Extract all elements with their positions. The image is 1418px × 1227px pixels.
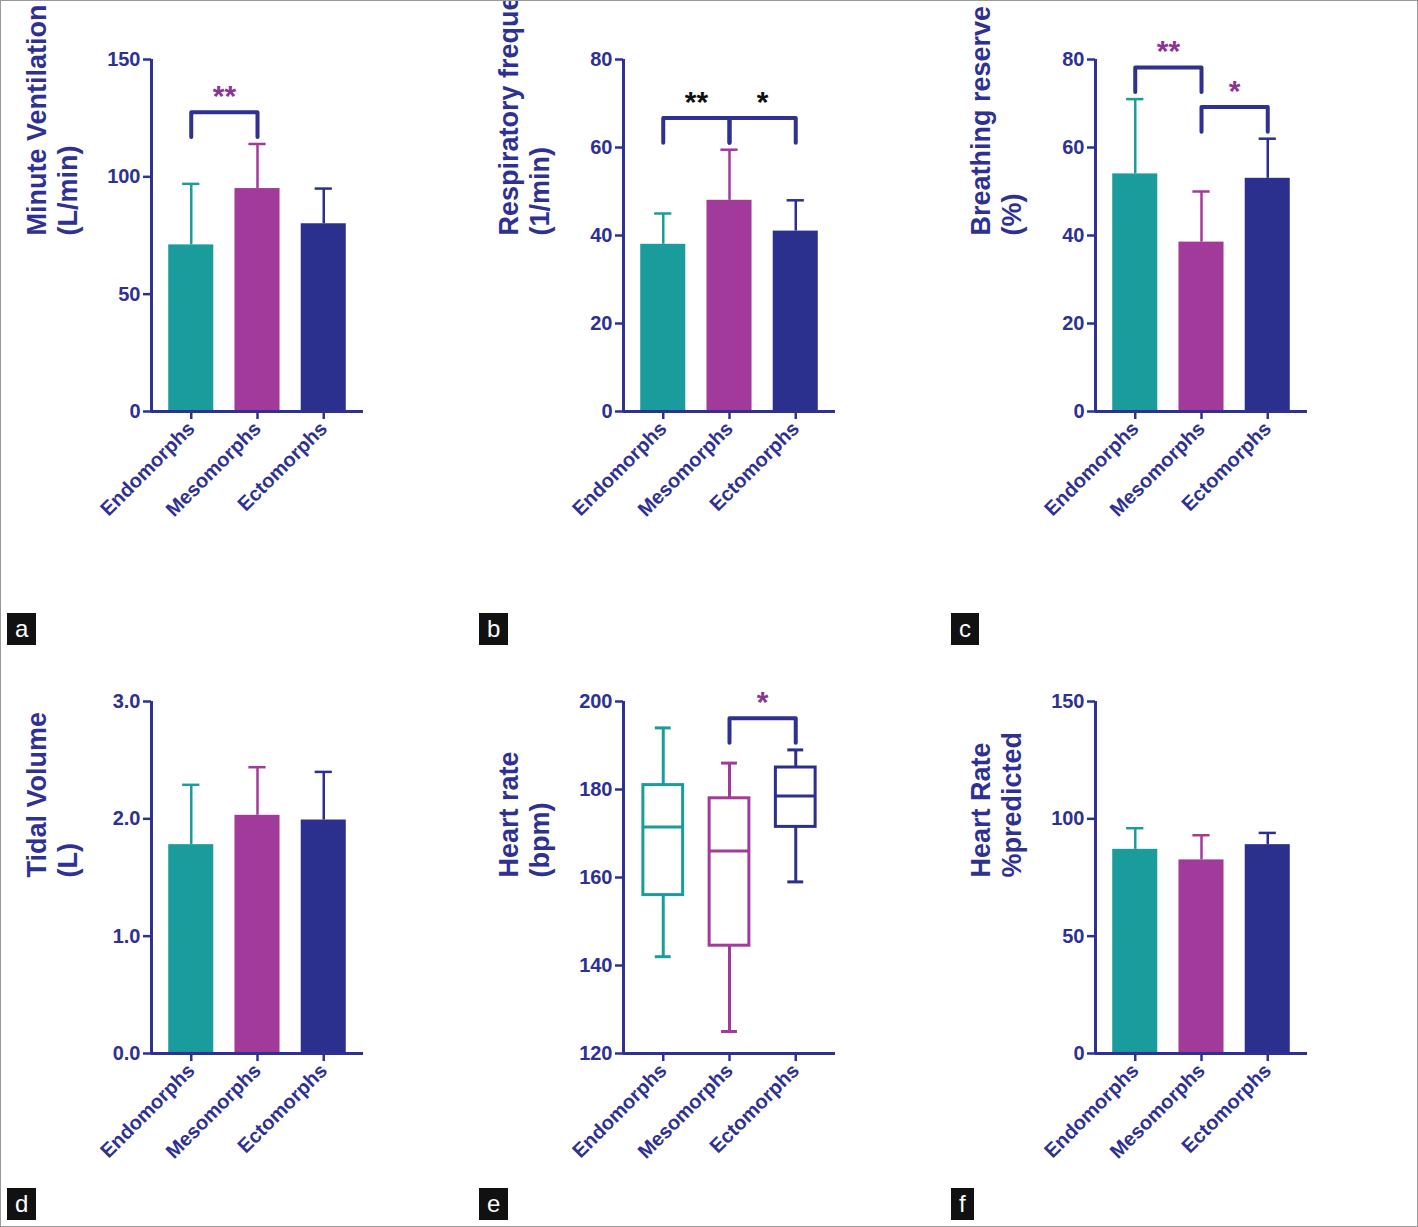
svg-text:0: 0	[129, 400, 140, 422]
svg-text:80: 80	[590, 48, 612, 70]
html-text:f: f	[959, 1190, 966, 1217]
svg-text:180: 180	[579, 778, 612, 800]
svg-text:Ectomorphs: Ectomorphs	[1177, 1059, 1275, 1157]
svg-text:0: 0	[1073, 1042, 1084, 1064]
svg-text:Mesomorphs: Mesomorphs	[1105, 1059, 1209, 1163]
svg-text:Ectomorphs: Ectomorphs	[705, 417, 803, 515]
svg-text:Endomorphs: Endomorphs	[95, 1059, 199, 1162]
svg-text:Endomorphs: Endomorphs	[567, 417, 671, 520]
svg-text:100: 100	[107, 165, 140, 187]
svg-text:160: 160	[579, 866, 612, 888]
svg-text:0: 0	[601, 400, 612, 422]
html-text:c: c	[959, 615, 971, 642]
svg-text:Minute Ventilation(L/min): Minute Ventilation(L/min)	[22, 4, 83, 235]
html-text:d: d	[15, 1190, 29, 1217]
svg-text:*: *	[757, 685, 769, 718]
svg-text:Heart rate(bpm): Heart rate(bpm)	[494, 751, 555, 877]
svg-text:80: 80	[1062, 48, 1084, 70]
svg-text:Mesomorphs: Mesomorphs	[633, 1059, 737, 1163]
svg-text:Endomorphs: Endomorphs	[567, 1059, 671, 1162]
svg-text:140: 140	[579, 954, 612, 976]
svg-text:40: 40	[590, 224, 612, 246]
svg-text:0.0: 0.0	[113, 1042, 141, 1064]
svg-text:150: 150	[107, 48, 140, 70]
svg-text:Ectomorphs: Ectomorphs	[705, 1059, 803, 1157]
html-text:b: b	[487, 615, 501, 642]
svg-text:40: 40	[1062, 224, 1084, 246]
svg-text:Mesomorphs: Mesomorphs	[161, 417, 265, 521]
svg-text:**: **	[685, 85, 709, 118]
svg-text:Ectomorphs: Ectomorphs	[233, 1059, 331, 1157]
svg-text:50: 50	[118, 283, 140, 305]
svg-text:120: 120	[579, 1042, 612, 1064]
svg-text:**: **	[213, 79, 237, 112]
svg-text:Mesomorphs: Mesomorphs	[1105, 417, 1209, 521]
svg-text:2.0: 2.0	[113, 807, 141, 829]
svg-text:50: 50	[1062, 925, 1084, 947]
svg-text:150: 150	[1051, 690, 1084, 712]
svg-text:200: 200	[579, 690, 612, 712]
svg-text:Endomorphs: Endomorphs	[1039, 417, 1143, 520]
svg-text:20: 20	[590, 312, 612, 334]
svg-text:Breathing reserve(%): Breathing reserve(%)	[966, 6, 1027, 236]
svg-text:100: 100	[1051, 807, 1084, 829]
svg-text:Endomorphs: Endomorphs	[95, 417, 199, 520]
html-text:a: a	[15, 615, 29, 642]
svg-text:Ectomorphs: Ectomorphs	[1177, 417, 1275, 515]
svg-text:Tidal Volume(L): Tidal Volume(L)	[22, 712, 83, 878]
svg-text:60: 60	[590, 136, 612, 158]
svg-text:Respiratory frequency(1/min): Respiratory frequency(1/min)	[494, 1, 555, 236]
svg-text:0: 0	[1073, 400, 1084, 422]
svg-text:**: **	[1157, 34, 1181, 67]
html-text:e: e	[487, 1190, 501, 1217]
svg-text:*: *	[757, 85, 769, 118]
svg-text:Endomorphs: Endomorphs	[1039, 1059, 1143, 1162]
svg-text:3.0: 3.0	[113, 690, 141, 712]
svg-text:20: 20	[1062, 312, 1084, 334]
svg-text:Mesomorphs: Mesomorphs	[633, 417, 737, 521]
svg-text:Heart Rate%predicted: Heart Rate%predicted	[966, 732, 1027, 878]
svg-text:Mesomorphs: Mesomorphs	[161, 1059, 265, 1163]
svg-text:1.0: 1.0	[113, 925, 141, 947]
svg-text:60: 60	[1062, 136, 1084, 158]
svg-text:Ectomorphs: Ectomorphs	[233, 417, 331, 515]
svg-text:*: *	[1229, 74, 1241, 107]
